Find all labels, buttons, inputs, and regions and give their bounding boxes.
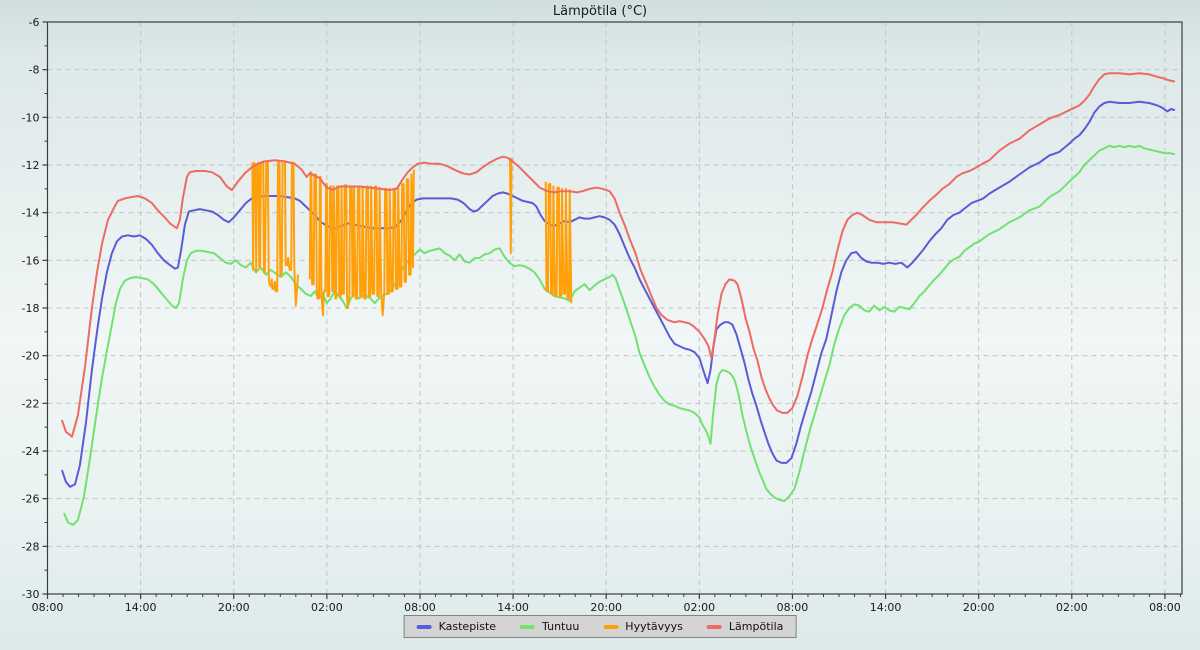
kastepiste-line-swatch-icon — [416, 624, 432, 629]
series-layer — [60, 72, 1176, 526]
legend-item-hyytavyys: Hyytävyys — [603, 620, 683, 633]
x-tick-label: 20:00 — [590, 601, 622, 614]
x-tick-label: 14:00 — [870, 601, 902, 614]
grid-layer — [47, 22, 1182, 594]
y-tick-label: -18 — [22, 302, 40, 315]
y-tick-label: -22 — [22, 397, 40, 410]
hyytavyys-line-swatch-icon — [603, 624, 619, 629]
y-tick-label: -24 — [22, 445, 40, 458]
tuntuu-line-swatch-icon — [520, 624, 536, 629]
legend-item-tuntuu: Tuntuu — [520, 620, 579, 633]
y-tick-label: -6 — [29, 16, 40, 29]
x-tick-label: 02:00 — [1056, 601, 1088, 614]
x-tick-label: 14:00 — [497, 601, 529, 614]
legend-item-lampotila: Lämpötila — [706, 620, 784, 633]
x-tick-label: 20:00 — [963, 601, 995, 614]
x-tick-label: 08:00 — [404, 601, 436, 614]
x-tick-label: 20:00 — [218, 601, 250, 614]
legend-label-kastepiste: Kastepiste — [438, 620, 497, 633]
legend-label-hyytavyys: Hyytävyys — [625, 620, 683, 633]
legend-item-kastepiste: Kastepiste — [416, 620, 497, 633]
axis-layer: -6-8-10-12-14-16-18-20-22-24-26-28-3008:… — [22, 16, 1183, 614]
x-tick-label: 08:00 — [32, 601, 64, 614]
legend-label-tuntuu: Tuntuu — [542, 620, 580, 633]
x-tick-label: 08:00 — [777, 601, 809, 614]
chart-title: Lämpötila (°C) — [552, 4, 648, 19]
y-tick-label: -30 — [22, 588, 40, 601]
series-lampotila-line — [60, 72, 1176, 438]
x-tick-label: 02:00 — [311, 601, 343, 614]
x-tick-label: 02:00 — [683, 601, 715, 614]
series-kastepiste-line — [60, 100, 1176, 488]
lampotila-line-swatch-icon — [706, 624, 722, 629]
y-tick-label: -12 — [22, 159, 40, 172]
legend: Kastepiste Tuntuu Hyytävyys Lämpötila — [403, 615, 797, 638]
y-tick-label: -8 — [29, 64, 40, 77]
series-tuntuu-line — [63, 144, 1176, 526]
y-tick-label: -26 — [22, 493, 40, 506]
y-tick-label: -20 — [22, 350, 40, 363]
x-tick-label: 14:00 — [125, 601, 157, 614]
y-tick-label: -14 — [22, 207, 40, 220]
y-tick-label: -10 — [22, 111, 40, 124]
series-hyytavyys-line — [251, 157, 573, 317]
legend-label-lampotila: Lämpötila — [728, 620, 784, 633]
y-tick-label: -28 — [22, 540, 40, 553]
y-tick-label: -16 — [22, 254, 40, 267]
x-tick-label: 08:00 — [1149, 601, 1181, 614]
